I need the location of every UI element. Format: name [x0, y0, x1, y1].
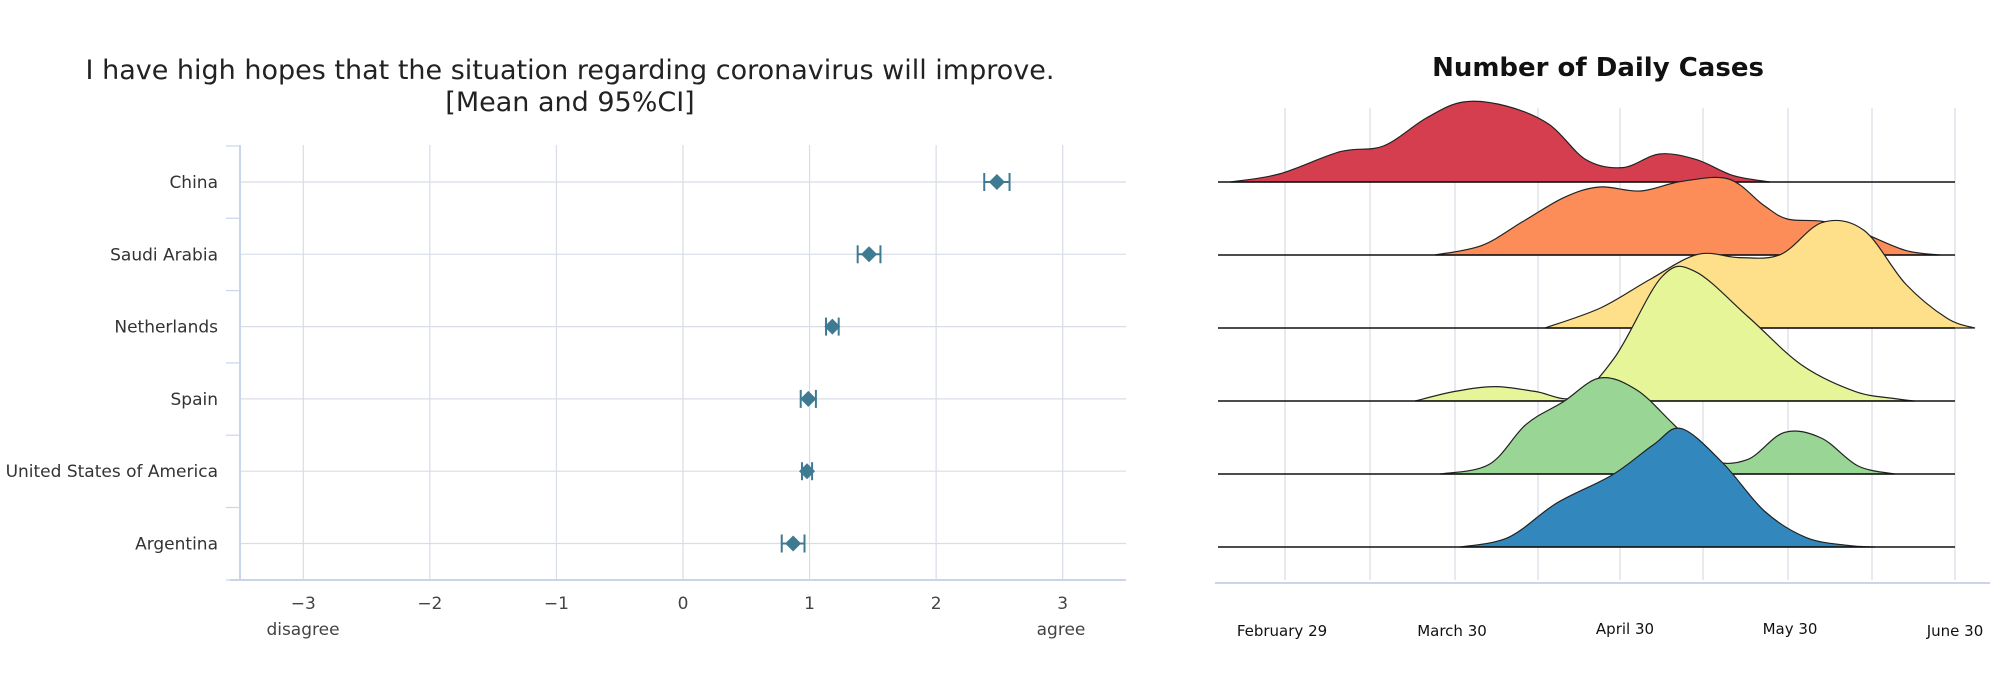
x-tick-label: −1	[544, 594, 569, 614]
date-tick-label: June 30	[1926, 622, 1984, 640]
category-label: Spain	[171, 390, 219, 410]
mean-ci-chart: I have high hopes that the situation reg…	[6, 55, 1126, 640]
ridge	[1218, 427, 1955, 548]
chart-title: I have high hopes that the situation reg…	[86, 55, 1055, 86]
mean-marker	[824, 318, 841, 335]
ridge-area	[1459, 427, 1876, 548]
ridge-gridlines	[1215, 108, 1990, 584]
x-anchor-right: agree	[1037, 620, 1086, 640]
mean-marker	[861, 246, 878, 263]
date-tick-label: March 30	[1417, 622, 1487, 640]
chart-subtitle: [Mean and 95%CI]	[445, 87, 694, 118]
category-labels: China Saudi Arabia Netherlands Spain United …	[6, 173, 219, 555]
x-tick-label: 1	[804, 594, 815, 614]
x-tick-labels: −3 −2 −1 0 1 2 3	[291, 594, 1068, 614]
ridge	[1218, 100, 1955, 183]
mean-marker	[799, 463, 816, 480]
x-tick-label: 2	[931, 594, 942, 614]
data-points	[780, 173, 1011, 553]
axes	[226, 145, 1126, 581]
category-label: United States of America	[6, 462, 218, 482]
ridges	[1218, 100, 1976, 548]
x-tick-label: 0	[678, 594, 689, 614]
ridge-area	[1414, 265, 1916, 402]
mean-marker	[988, 174, 1005, 190]
mean-marker	[800, 390, 817, 407]
date-tick-label: February 29	[1237, 622, 1327, 640]
category-label: Netherlands	[114, 318, 218, 338]
category-label: Saudi Arabia	[110, 245, 218, 265]
date-tick-label: April 30	[1596, 620, 1654, 638]
ridge-area	[1229, 100, 1771, 183]
ridge-area	[1439, 377, 1896, 475]
x-tick-label: −3	[291, 594, 316, 614]
x-tick-label: 3	[1057, 594, 1068, 614]
ridge-x-tick-labels: February 29 March 30 April 30 May 30 June 30	[1237, 620, 1983, 640]
date-tick-label: May 30	[1763, 620, 1818, 638]
category-label: China	[169, 173, 218, 193]
ridge	[1218, 377, 1955, 475]
ridge-chart-title: Number of Daily Cases	[1432, 53, 1764, 83]
category-label: Argentina	[135, 535, 218, 555]
x-anchor-left: disagree	[266, 620, 339, 640]
gridlines	[240, 145, 1126, 580]
x-tick-label: −2	[417, 594, 442, 614]
mean-marker	[785, 535, 802, 552]
